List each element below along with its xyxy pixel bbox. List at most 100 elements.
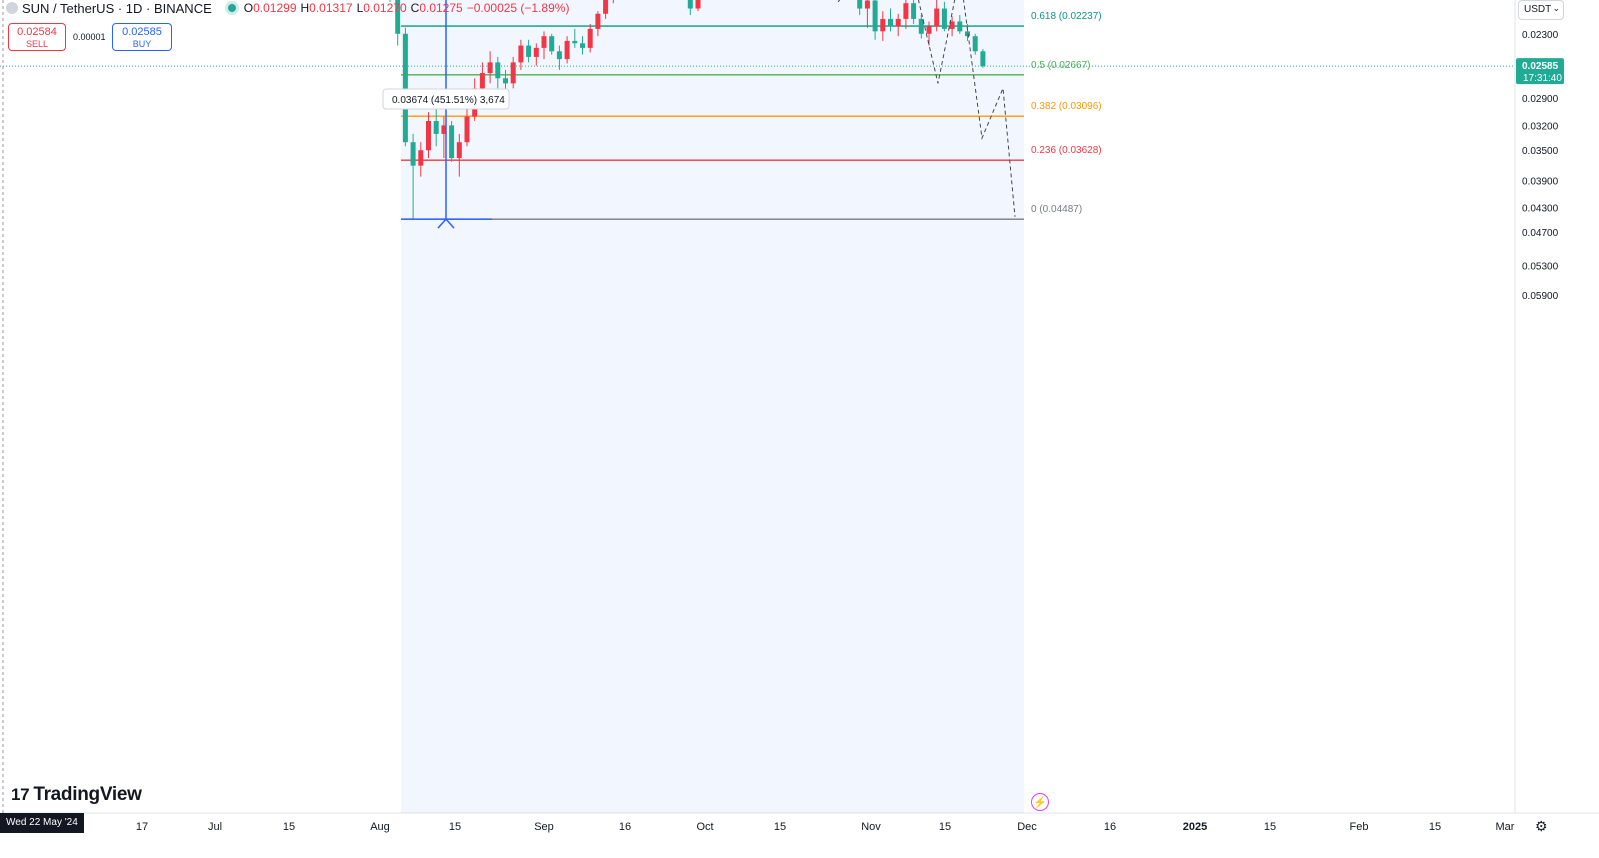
sell-button[interactable]: 0.02584 SELL bbox=[8, 23, 66, 51]
buy-button[interactable]: 0.02585 BUY bbox=[112, 23, 172, 51]
candle-body bbox=[934, 8, 940, 27]
last-price-label: 0.02585 bbox=[1522, 61, 1559, 72]
candle-body bbox=[903, 3, 909, 19]
price-range-label: 0.03674 (451.51%) 3,674 bbox=[392, 95, 505, 106]
candle-body bbox=[864, 0, 870, 9]
candle-body bbox=[595, 13, 601, 29]
time-tick-label: 15 bbox=[1429, 821, 1441, 833]
price-tick-label: 0.05900 bbox=[1522, 291, 1559, 302]
tradingview-logo-icon: 17 bbox=[11, 785, 30, 804]
sell-price: 0.02584 bbox=[17, 26, 57, 38]
time-tick-label: 15 bbox=[1264, 821, 1276, 833]
ohlc-change: −0.00025 (−1.89%) bbox=[466, 1, 570, 15]
ohlc-low: L0.01270 bbox=[356, 1, 407, 15]
buy-price: 0.02585 bbox=[122, 26, 162, 38]
time-tick-label: Aug bbox=[370, 821, 390, 833]
candle-body bbox=[572, 40, 578, 44]
price-tick-label: 0.02900 bbox=[1522, 94, 1559, 105]
candle-body bbox=[433, 121, 439, 134]
ohlc-open: O0.01299 bbox=[243, 1, 297, 15]
time-tick-label: 17 bbox=[136, 821, 148, 833]
price-tick-label: 0.03500 bbox=[1522, 146, 1559, 157]
candle-body bbox=[418, 150, 424, 166]
candle-body bbox=[533, 47, 539, 57]
candle-body bbox=[510, 62, 516, 84]
lightning-icon[interactable]: ⚡ bbox=[1031, 793, 1049, 811]
candle-body bbox=[541, 36, 547, 48]
fib-label-0.236: 0.236 (0.03628) bbox=[1031, 145, 1102, 156]
fib-label-0.618: 0.618 (0.02237) bbox=[1031, 11, 1102, 22]
candle-body bbox=[857, 0, 863, 9]
price-tick-label: 0.04700 bbox=[1522, 228, 1559, 239]
candle-body bbox=[872, 0, 878, 32]
price-tick-label: 0.02300 bbox=[1522, 30, 1559, 41]
chevron-down-icon: ⌄ bbox=[1552, 3, 1560, 13]
coin-icon bbox=[6, 2, 18, 14]
price-tick-label: 0.03900 bbox=[1522, 176, 1559, 187]
candle-body bbox=[888, 18, 893, 27]
buy-label: BUY bbox=[132, 39, 152, 49]
time-tick-label: 15 bbox=[939, 821, 951, 833]
currency-label: USDT bbox=[1524, 4, 1552, 15]
candle-body bbox=[456, 142, 462, 159]
candle-body bbox=[603, 0, 609, 14]
tradingview-logo[interactable]: 17 TradingView bbox=[11, 784, 142, 806]
time-tick-label: 16 bbox=[619, 821, 631, 833]
time-tick-label: Nov bbox=[861, 821, 881, 833]
candle-body bbox=[426, 121, 431, 151]
time-tick-label: 15 bbox=[283, 821, 295, 833]
time-tick-label: Jul bbox=[208, 821, 222, 833]
candle-body bbox=[464, 116, 470, 143]
currency-selector[interactable]: USDT ⌄ bbox=[1518, 0, 1564, 20]
sell-label: SELL bbox=[25, 39, 49, 49]
candle-body bbox=[449, 125, 455, 159]
candle-body bbox=[587, 28, 593, 48]
chart-header: SUN / TetherUS · 1D · BINANCE O0.01299 H… bbox=[6, 0, 573, 16]
candle-body bbox=[957, 21, 963, 32]
time-tick-label: Mar bbox=[1496, 821, 1515, 833]
price-tick-label: 0.05300 bbox=[1522, 261, 1559, 272]
projection-path bbox=[835, 0, 1016, 217]
time-tick-label: Feb bbox=[1350, 821, 1369, 833]
candle-body bbox=[965, 31, 970, 37]
candle-body bbox=[549, 36, 555, 52]
candle-body bbox=[556, 51, 562, 60]
time-tick-label: Oct bbox=[696, 821, 713, 833]
candle-body bbox=[410, 142, 416, 166]
crosshair-date-label: Wed 22 May '24 bbox=[0, 813, 84, 833]
ohlc-high: H0.01317 bbox=[300, 1, 353, 15]
candle-body bbox=[395, 0, 401, 34]
candle-body bbox=[687, 0, 693, 9]
candle-body bbox=[495, 62, 501, 79]
candle-body bbox=[980, 51, 986, 67]
last-price-tag bbox=[1516, 58, 1564, 85]
fib-label-0.382: 0.382 (0.03096) bbox=[1031, 101, 1102, 112]
candle-body bbox=[895, 18, 901, 27]
candle-body bbox=[526, 45, 532, 57]
candle-body bbox=[487, 62, 493, 74]
candle-body bbox=[441, 125, 447, 134]
fib-extension-zone bbox=[401, 0, 1024, 813]
candle-body bbox=[911, 3, 917, 19]
fib-label-0.5: 0.5 (0.02667) bbox=[1031, 60, 1091, 71]
symbol-title[interactable]: SUN / TetherUS · 1D · BINANCE bbox=[22, 0, 212, 16]
time-tick-label: Sep bbox=[534, 821, 554, 833]
price-range-label-box bbox=[382, 88, 510, 110]
countdown-label: 17:31:40 bbox=[1523, 73, 1562, 84]
candle-body bbox=[972, 36, 978, 52]
candle-body bbox=[402, 33, 408, 143]
candle-body bbox=[564, 40, 570, 60]
time-tick-label: Dec bbox=[1017, 821, 1037, 833]
fib-label-0: 0 (0.04487) bbox=[1031, 204, 1082, 215]
time-tick-label: 2025 bbox=[1183, 821, 1207, 833]
time-tick-label: 16 bbox=[1104, 821, 1116, 833]
time-tick-label: 15 bbox=[449, 821, 461, 833]
gear-icon[interactable]: ⚙ bbox=[1535, 818, 1548, 834]
price-tick-label: 0.03200 bbox=[1522, 121, 1559, 132]
price-tick-label: 0.04300 bbox=[1522, 203, 1559, 214]
candle-body bbox=[880, 18, 886, 32]
time-tick-label: 15 bbox=[774, 821, 786, 833]
candle-body bbox=[918, 18, 924, 34]
